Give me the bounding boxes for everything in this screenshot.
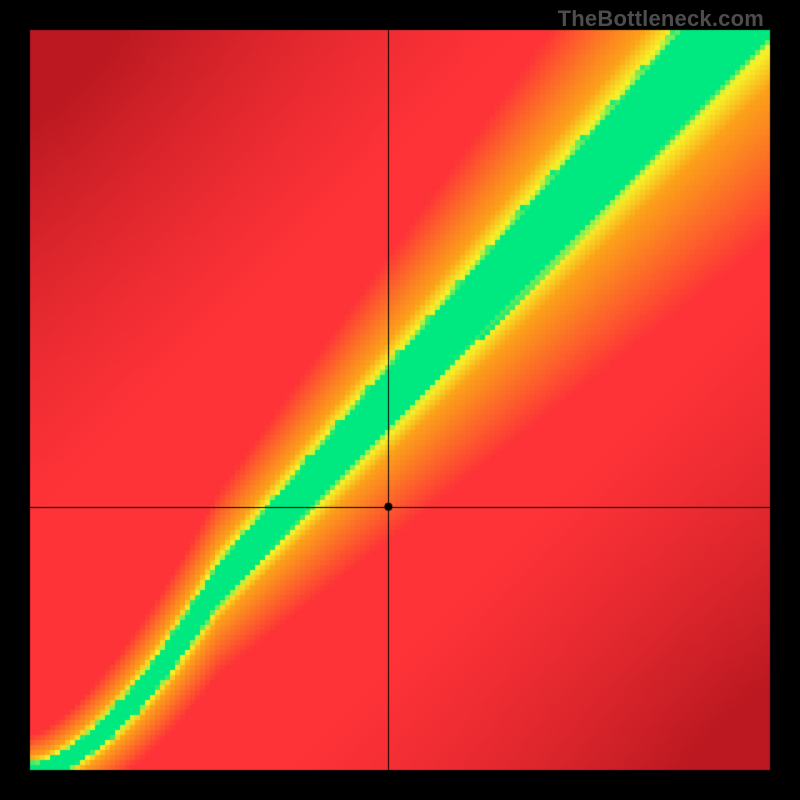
chart-container: { "watermark": { "text": "TheBottleneck.… (0, 0, 800, 800)
watermark-text: TheBottleneck.com (558, 6, 764, 32)
heatmap-canvas (0, 0, 800, 800)
